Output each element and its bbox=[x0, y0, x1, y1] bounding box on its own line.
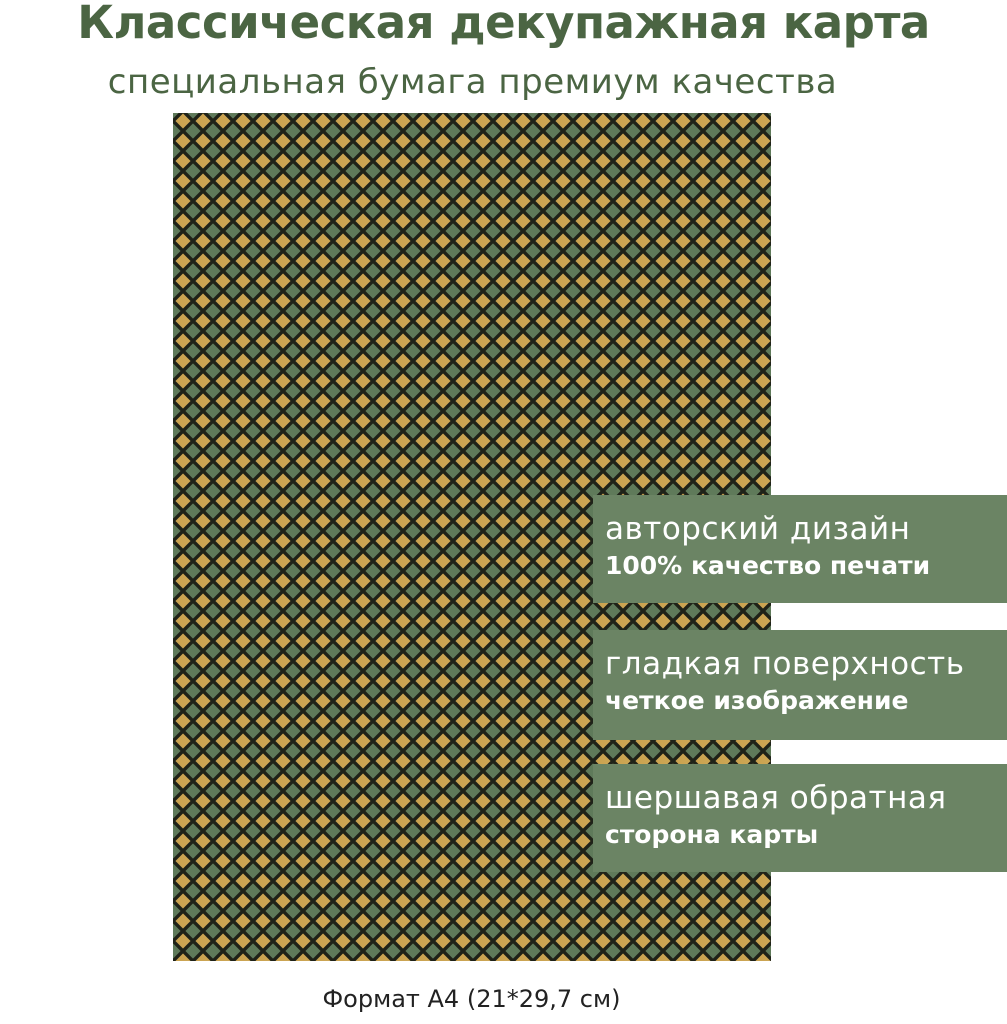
feature-line-bold: 100% качество печати bbox=[605, 551, 931, 580]
feature-badge-design: авторский дизайн 100% качество печати bbox=[593, 495, 1007, 603]
feature-badge-surface: гладкая поверхность четкое изображение bbox=[593, 630, 1007, 740]
feature-line-bold: сторона карты bbox=[605, 820, 819, 849]
feature-badge-backside: шершавая обратная сторона карты bbox=[593, 764, 1007, 872]
page-title: Классическая декупажная карта bbox=[77, 0, 930, 49]
feature-line: авторский дизайн bbox=[605, 511, 911, 547]
feature-line: гладкая поверхность bbox=[605, 646, 965, 682]
page-subtitle: специальная бумага премиум качества bbox=[107, 62, 838, 102]
feature-line: шершавая обратная bbox=[605, 780, 947, 816]
format-caption: Формат А4 (21*29,7 см) bbox=[322, 985, 621, 1013]
feature-line-bold: четкое изображение bbox=[605, 686, 909, 715]
